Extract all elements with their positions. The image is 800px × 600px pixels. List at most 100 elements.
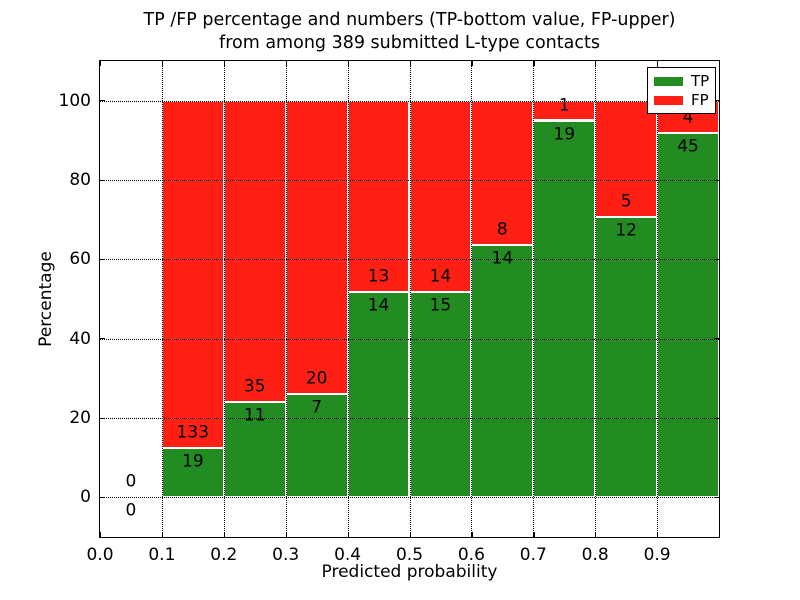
x-tick-label: 0.8 (581, 545, 609, 565)
y-tick-label: 60 (69, 249, 91, 270)
bar-fp-count-label: 1 (558, 95, 570, 115)
y-tick-label: 40 (69, 328, 91, 349)
bar-tp-count-label: 19 (182, 451, 204, 472)
bar-fp-count-label: 4 (682, 107, 694, 128)
bar-fp-count-label: 5 (620, 191, 632, 212)
y-tick-right (714, 258, 719, 261)
bar-fp-segment (161, 100, 224, 448)
bar-tp-segment (347, 291, 410, 498)
bar-tp-count-label: 45 (677, 136, 699, 157)
bar-fp-segment (347, 100, 410, 292)
gridline-vertical (409, 61, 411, 537)
bar-tp-segment (657, 133, 719, 498)
legend-fp-swatch-icon (654, 96, 683, 105)
bar-tp-count-label: 11 (243, 405, 266, 426)
y-tick-right (714, 417, 719, 419)
y-tick-label: 20 (69, 408, 91, 428)
bar-fp-count-label: 13 (367, 266, 390, 287)
bar-tp-segment (471, 244, 534, 498)
x-tick-label: 0.4 (334, 545, 362, 565)
x-tick-top (161, 61, 164, 66)
x-axis-label: Predicted probability (321, 562, 498, 582)
legend-item-fp: FP (654, 91, 715, 110)
bar-tp-count-label: 0 (125, 500, 137, 521)
bar-tp-count-label: 15 (429, 295, 452, 316)
x-tick (657, 532, 659, 537)
y-tick-right (714, 338, 719, 340)
x-tick (100, 532, 102, 537)
x-tick-label: 0.3 (272, 545, 300, 565)
gridline-vertical (471, 61, 473, 537)
x-tick-label: 0.1 (148, 545, 176, 565)
x-tick-label: 0.2 (210, 545, 238, 565)
x-tick-top (409, 61, 411, 66)
legend-tp-swatch-icon (654, 77, 683, 86)
y-tick (100, 179, 105, 181)
y-tick-right (714, 179, 719, 181)
y-tick (100, 100, 105, 102)
y-tick-label: 0 (80, 487, 91, 508)
x-tick-label: 0.7 (519, 545, 547, 565)
x-tick-top (471, 61, 473, 66)
gridline-vertical (595, 61, 597, 537)
chart-title-line-2: from among 389 submitted L-type contacts (219, 33, 600, 53)
bar-tp-segment (161, 447, 224, 498)
bar-tp-count-label: 19 (553, 124, 576, 144)
x-tick-top (533, 61, 535, 66)
x-tick (347, 532, 349, 537)
gridline-vertical (347, 61, 349, 537)
bar-fp-segment (471, 100, 534, 245)
bar-fp-count-label: 8 (496, 219, 508, 240)
y-tick (100, 496, 105, 499)
bar-tp-count-label: 12 (615, 220, 637, 241)
gridline-vertical (657, 61, 659, 537)
bar-fp-count-label: 133 (176, 422, 210, 443)
bar-tp-segment (533, 120, 596, 498)
bar-fp-segment (285, 100, 348, 395)
x-tick (409, 532, 411, 537)
chart-title-line-1: TP /FP percentage and numbers (TP-bottom… (143, 10, 676, 30)
x-tick-top (285, 61, 287, 66)
plot-area: 0 0 133 19 35 11 20 7 13 14 14 15 8 14 1 19 5 12 4 45 (99, 60, 720, 538)
x-tick-top (595, 61, 597, 66)
gridline-vertical (223, 61, 225, 537)
gridline-vertical (285, 61, 287, 537)
x-tick (161, 532, 164, 537)
bar-fp-count-label: 35 (243, 376, 266, 397)
chart-title: TP /FP percentage and numbers (TP-bottom… (99, 9, 720, 55)
y-tick-right (714, 100, 719, 102)
y-tick-label: 80 (69, 170, 91, 190)
x-tick-label: 0.0 (86, 545, 114, 565)
y-tick (100, 338, 105, 340)
x-tick (285, 532, 287, 537)
y-tick-right (714, 496, 719, 499)
bar-tp-count-label: 7 (311, 397, 323, 418)
legend-item-tp: TP (654, 72, 715, 91)
y-tick (100, 258, 105, 261)
x-tick (595, 532, 597, 537)
bar-fp-segment (223, 100, 286, 403)
x-tick-top (223, 61, 226, 66)
x-tick-label: 0.5 (395, 545, 424, 565)
x-tick-top (347, 61, 349, 66)
x-tick-label: 0.6 (457, 545, 485, 565)
x-tick-label: 0.9 (643, 545, 671, 565)
bar-fp-count-label: 0 (125, 471, 137, 492)
gridline-vertical (533, 61, 535, 537)
y-tick-label: 100 (58, 90, 91, 111)
bar-fp-count-label: 14 (429, 266, 452, 287)
x-tick (533, 532, 535, 537)
bar-fp-segment (409, 100, 472, 293)
legend-tp-label: TP (691, 72, 710, 90)
legend: TP FP (647, 67, 716, 114)
bar-tp-count-label: 14 (491, 248, 514, 269)
x-tick-top (657, 61, 659, 66)
gridline-vertical (161, 61, 163, 537)
bar-fp-count-label: 20 (305, 368, 328, 389)
y-tick (100, 417, 105, 419)
bar-tp-count-label: 14 (367, 295, 390, 316)
x-tick-top (100, 61, 102, 66)
bar-tp-segment (409, 292, 472, 498)
legend-fp-label: FP (691, 91, 709, 109)
